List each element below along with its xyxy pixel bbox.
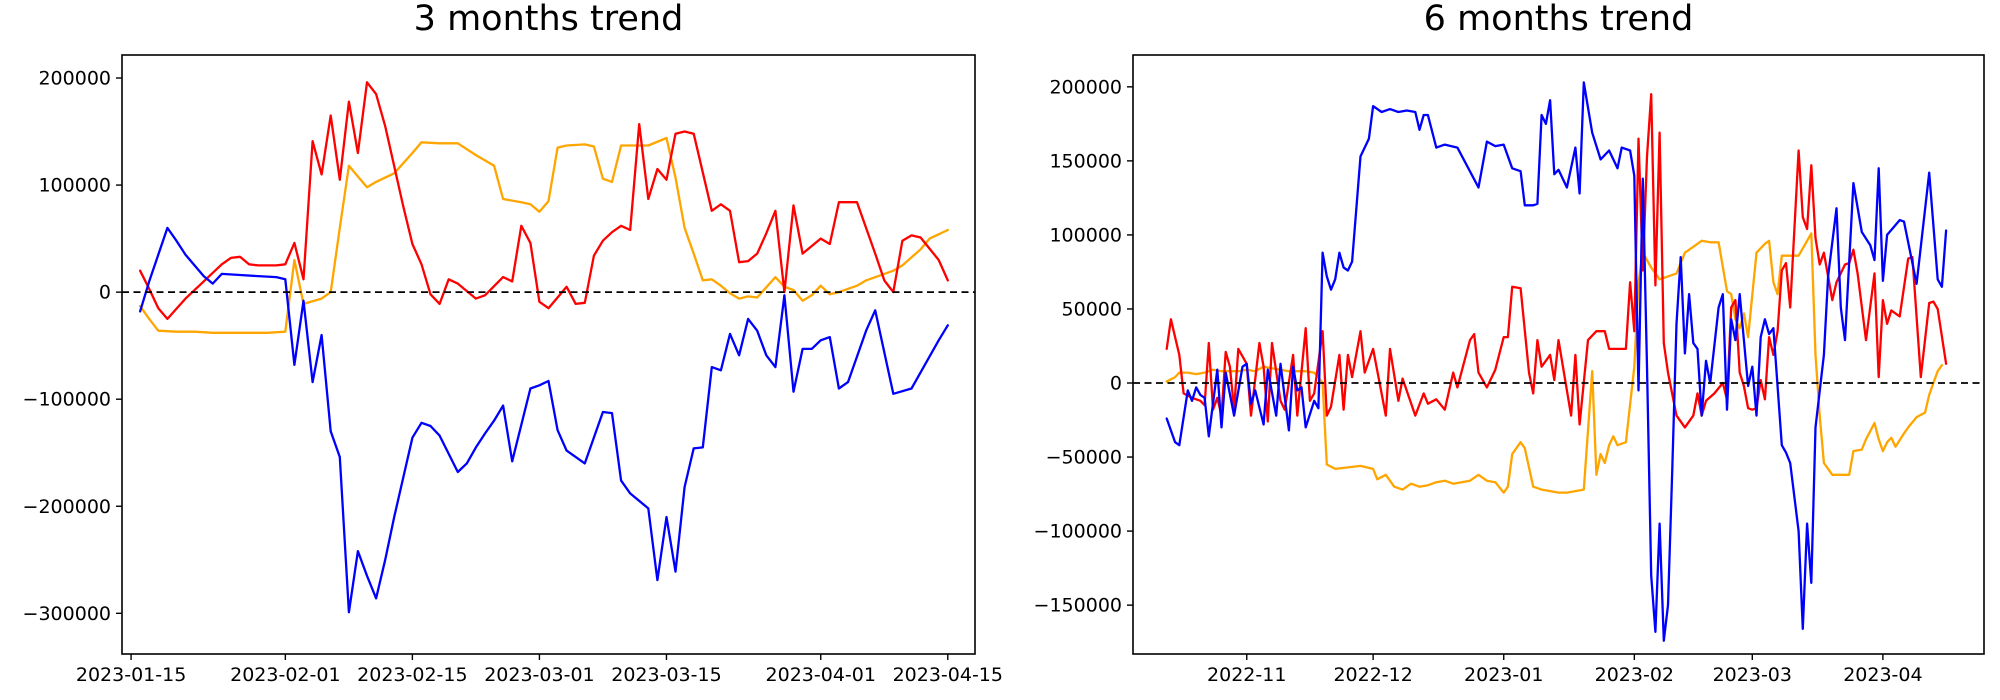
- x-tick-label: 2023-03-15: [611, 664, 721, 686]
- y-tick-label: −200000: [23, 496, 111, 518]
- x-tick-label: 2022-12: [1333, 664, 1412, 686]
- x-tick-label: 2023-02-15: [357, 664, 467, 686]
- y-tick-label: 200000: [38, 68, 111, 90]
- y-tick-label: 0: [99, 282, 111, 304]
- y-tick-label: 50000: [1062, 298, 1122, 320]
- x-tick-label: 2023-01: [1464, 664, 1543, 686]
- x-tick-label: 2023-03-01: [484, 664, 594, 686]
- y-tick-label: −100000: [23, 389, 111, 411]
- chart-title-3-months-trend: 3 months trend: [413, 0, 684, 39]
- y-tick-label: 0: [1110, 373, 1122, 395]
- y-tick-label: −100000: [1034, 521, 1122, 543]
- series-line-red: [138, 81, 949, 321]
- series-line-blue: [138, 226, 949, 614]
- x-tick-label: 2022-11: [1207, 664, 1286, 686]
- y-tick-label: −50000: [1046, 447, 1122, 469]
- x-tick-label: 2023-02: [1595, 664, 1674, 686]
- x-tick-label: 2023-04: [1843, 664, 1922, 686]
- x-tick-label: 2023-04-15: [893, 664, 1003, 686]
- x-tick-label: 2023-03: [1713, 664, 1792, 686]
- x-tick-label: 2023-04-01: [766, 664, 876, 686]
- chart-title-6-months-trend: 6 months trend: [1423, 0, 1694, 39]
- chart-0: 200000 100000 0 −100000 −200000 −300000 2023-0…: [23, 54, 1003, 686]
- y-tick-label: 100000: [1049, 224, 1122, 246]
- x-tick-label: 2023-01-15: [76, 664, 186, 686]
- y-tick-label: 150000: [1049, 150, 1122, 172]
- series-line-red: [1165, 93, 1948, 429]
- x-tick-label: 2023-02-01: [230, 664, 340, 686]
- y-tick-label: 100000: [38, 175, 111, 197]
- y-tick-label: 200000: [1049, 76, 1122, 98]
- plot-area: [121, 54, 976, 655]
- y-tick-label: −150000: [1034, 595, 1122, 617]
- y-tick-label: −300000: [23, 603, 111, 625]
- series-line-blue: [1165, 81, 1948, 642]
- chart-1: 200000 150000 100000 50000 0 −50000 −100000 −15…: [1034, 54, 1985, 686]
